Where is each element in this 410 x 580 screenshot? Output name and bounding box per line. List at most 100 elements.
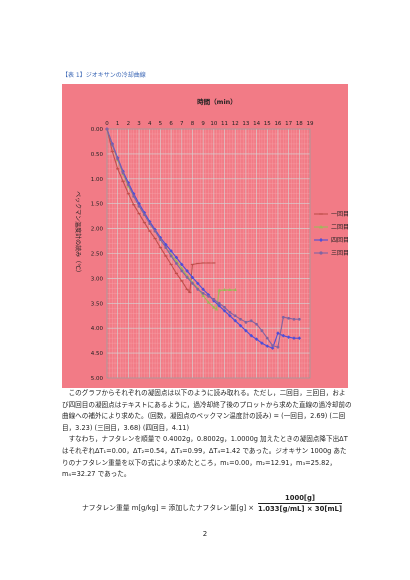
x-tick-label: 5 <box>159 121 163 127</box>
x-tick-label: 12 <box>232 121 239 127</box>
data-point <box>201 287 205 292</box>
data-point <box>228 288 232 292</box>
body-text: このグラフからそれぞれの凝固点は以下のように読み取れる。ただし，二回目，三回目，… <box>62 388 352 481</box>
cooling-curve-chart: 時間（min） 0 1 2 3 4 5 6 7 8 9 10 11 12 13 14 15 16 17 18 19 0… <box>62 84 348 388</box>
data-point <box>244 328 248 333</box>
data-point <box>121 180 125 182</box>
data-point <box>223 305 226 309</box>
data-point <box>206 262 211 264</box>
series-一回目 <box>105 128 216 294</box>
data-point <box>196 262 200 265</box>
y-tick-label: 5.00 <box>91 376 104 382</box>
data-point <box>207 294 210 298</box>
data-point <box>276 345 280 349</box>
data-point <box>297 317 301 321</box>
data-point <box>286 335 291 339</box>
formula-denominator: 1.033[g/mL] × 30[mL] <box>258 505 342 513</box>
data-point <box>228 313 232 318</box>
data-point <box>217 288 221 292</box>
data-point <box>212 297 216 301</box>
x-tick-label: 10 <box>210 121 217 127</box>
data-point <box>132 194 136 198</box>
legend-label: 四回目 <box>331 237 348 244</box>
plot-background <box>62 84 348 388</box>
data-point <box>110 150 114 153</box>
formula-numerator: 1000[g] <box>258 494 342 504</box>
x-tick-labels: 0 1 2 3 4 5 6 7 8 9 10 11 12 13 14 15 16 17 18 19 <box>105 121 314 127</box>
data-point <box>276 331 280 335</box>
legend-label: 一回目 <box>331 211 348 218</box>
x-tick-label: 15 <box>264 121 271 127</box>
x-tick-label: 3 <box>137 121 141 127</box>
y-tick-label: 4.00 <box>91 326 104 332</box>
y-tick-label: 1.00 <box>91 177 104 183</box>
series-三回目 <box>105 127 301 349</box>
x-tick-label: 16 <box>274 121 281 127</box>
y-tick-label: 2.00 <box>91 227 104 233</box>
paragraph-1: このグラフからそれぞれの凝固点は以下のように読み取れる。ただし，二回目，三回目，… <box>62 389 352 432</box>
x-tick-label: 18 <box>296 121 303 127</box>
x-tick-label: 6 <box>169 121 173 127</box>
formula: ナフタレン重量 m[g/kg] = 添加したナフタレン量[g] × 1000[g… <box>82 494 342 518</box>
data-point <box>153 237 157 240</box>
data-point <box>201 294 205 298</box>
legend-item: 四回目 <box>314 237 348 244</box>
data-point <box>116 168 120 170</box>
data-point <box>249 319 253 323</box>
data-point <box>228 310 232 314</box>
data-point <box>142 213 146 217</box>
data-point <box>233 288 237 292</box>
x-tick-label: 7 <box>180 121 184 127</box>
data-point <box>281 315 285 319</box>
data-point <box>148 230 152 232</box>
y-tick-label: 2.50 <box>91 252 104 258</box>
data-point <box>174 255 179 260</box>
y-tick-label: 1.50 <box>91 202 104 208</box>
series-line <box>106 128 214 294</box>
data-point <box>105 127 109 131</box>
paragraph-2: すなわち，ナフタレンを順量で 0.4002g，0.8002g，1.0000g 加… <box>62 435 348 479</box>
x-tick-label: 17 <box>285 121 292 127</box>
data-point <box>185 288 189 290</box>
data-point <box>185 276 189 279</box>
data-point <box>233 318 238 323</box>
data-point <box>270 346 275 350</box>
data-point <box>169 254 173 258</box>
grid <box>106 128 311 379</box>
data-point <box>292 317 296 321</box>
chart-title: 時間（min） <box>197 97 237 106</box>
x-tick-label: 19 <box>307 121 314 127</box>
data-point <box>287 316 291 320</box>
data-point <box>158 235 163 240</box>
data-point <box>132 204 136 206</box>
data-point <box>260 341 264 345</box>
data-point <box>281 333 286 338</box>
data-point <box>110 143 114 147</box>
data-point <box>190 263 195 266</box>
data-point <box>238 323 243 328</box>
x-tick-label: 4 <box>148 121 152 127</box>
page-number: 2 <box>202 530 208 538</box>
x-tick-label: 8 <box>191 121 195 127</box>
legend-marker <box>319 251 323 255</box>
legend-item: 二回目 <box>314 224 348 231</box>
data-point <box>217 303 221 308</box>
data-point <box>137 213 141 215</box>
formula-fraction: 1000[g] 1.033[g/mL] × 30[mL] <box>258 494 342 513</box>
plot-frame <box>106 128 311 379</box>
data-point <box>244 320 248 324</box>
formula-lhs: ナフタレン重量 m[g/kg] = 添加したナフタレン量[g] × <box>82 504 254 512</box>
data-point <box>297 336 302 340</box>
data-point <box>116 157 120 161</box>
data-point <box>190 275 195 280</box>
data-point <box>212 305 216 309</box>
data-point <box>153 229 157 233</box>
legend-label: 三回目 <box>331 250 348 257</box>
series-group <box>105 127 302 350</box>
data-point <box>121 171 125 175</box>
data-point <box>126 193 130 195</box>
data-point <box>175 262 178 265</box>
y-tick-label: 3.00 <box>91 276 104 282</box>
y-axis-label: ベックマン温度計の読み（℃） <box>74 191 82 276</box>
data-point <box>169 263 173 266</box>
